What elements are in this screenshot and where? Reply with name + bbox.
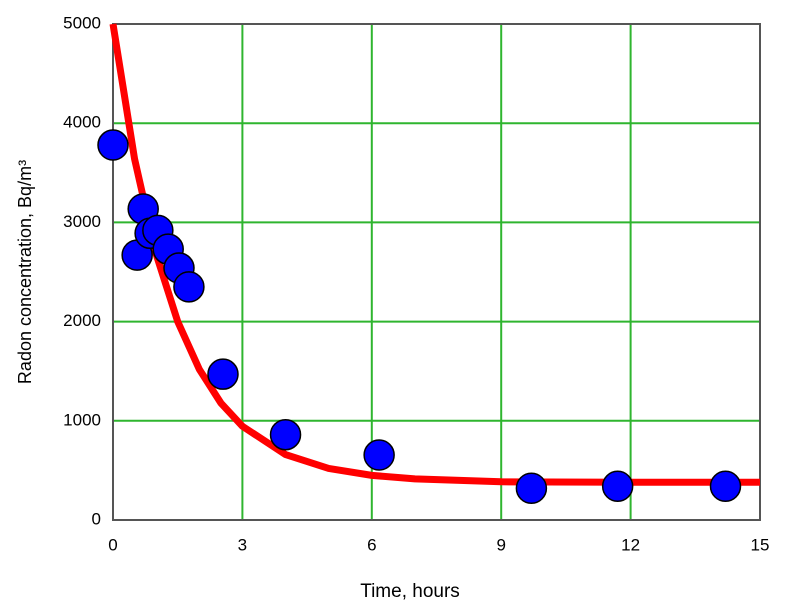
y-tick-label: 2000 (63, 311, 101, 330)
x-tick-label: 0 (108, 535, 117, 554)
x-tick-label: 3 (238, 535, 247, 554)
y-tick-label: 0 (92, 509, 101, 528)
x-tick-label: 6 (367, 535, 376, 554)
data-point (709, 470, 742, 503)
x-axis-label: Time, hours (360, 581, 460, 602)
x-tick-label: 15 (751, 535, 770, 554)
x-tick-label: 12 (621, 535, 640, 554)
plot-area (113, 24, 760, 520)
x-tick-label: 9 (496, 535, 505, 554)
data-point (601, 470, 634, 503)
data-point (207, 358, 239, 390)
plot-border (112, 23, 761, 521)
fit-curve (109, 23, 760, 486)
data-point (97, 129, 129, 161)
data-point (173, 271, 205, 303)
y-tick-label: 1000 (63, 410, 101, 429)
data-point (515, 472, 548, 505)
y-axis-label: Radon concentration, Bq/m³ (15, 160, 35, 384)
y-tick-label: 3000 (63, 212, 101, 231)
data-point (269, 418, 302, 451)
y-tick-label: 5000 (63, 13, 101, 32)
data-point (363, 439, 395, 471)
y-tick-label: 4000 (63, 113, 101, 132)
